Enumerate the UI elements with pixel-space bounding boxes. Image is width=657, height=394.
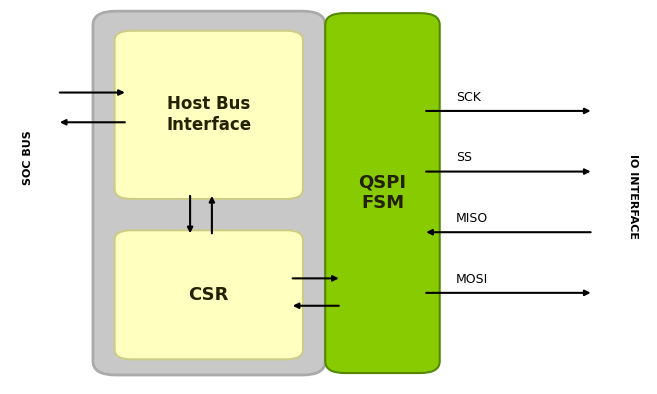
Text: QSPI
FSM: QSPI FSM (359, 174, 407, 212)
FancyBboxPatch shape (114, 230, 303, 359)
Text: CSR: CSR (189, 286, 229, 304)
FancyBboxPatch shape (325, 13, 440, 373)
FancyBboxPatch shape (93, 11, 325, 375)
Text: Host Bus
Interface: Host Bus Interface (166, 95, 252, 134)
Text: MISO: MISO (456, 212, 488, 225)
FancyBboxPatch shape (114, 31, 303, 199)
Text: SOC BUS: SOC BUS (22, 130, 33, 185)
Text: IO INTERFACE: IO INTERFACE (627, 154, 638, 240)
Text: MOSI: MOSI (456, 273, 488, 286)
Text: SCK: SCK (456, 91, 481, 104)
Text: SS: SS (456, 151, 472, 164)
